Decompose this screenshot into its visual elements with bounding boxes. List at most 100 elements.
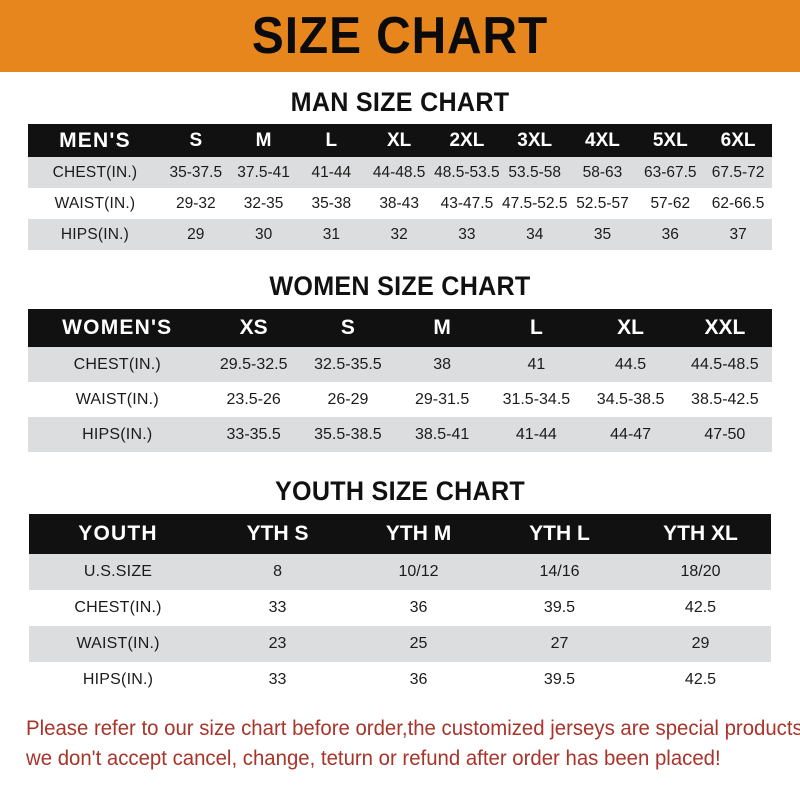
man-cell: 44-48.5 xyxy=(372,163,426,181)
women-row-label: HIPS(IN.) xyxy=(82,425,153,443)
youth-table-head: YOUTH YTH S YTH M YTH L YTH XL xyxy=(29,514,771,554)
man-cell: 63-67.5 xyxy=(643,163,697,181)
table-row: HIPS(IN.) 33 36 39.5 42.5 xyxy=(29,662,771,698)
man-cell: 67.5-72 xyxy=(711,163,765,181)
youth-cell: 23 xyxy=(268,635,287,652)
man-header-label: MEN'S xyxy=(59,128,131,152)
man-header-size: S xyxy=(189,129,203,151)
youth-header-size: YTH XL xyxy=(663,522,738,545)
man-header-size: 6XL xyxy=(720,129,756,151)
youth-header-row: YOUTH YTH S YTH M YTH L YTH XL xyxy=(29,514,771,554)
women-cell: 32.5-35.5 xyxy=(314,355,382,373)
women-cell: 23.5-26 xyxy=(226,390,281,408)
women-cell: 31.5-34.5 xyxy=(502,390,571,408)
youth-cell: 42.5 xyxy=(684,671,717,688)
women-header-size: XS xyxy=(239,316,268,339)
women-header-label: WOMEN'S xyxy=(62,316,173,339)
man-cell: 37 xyxy=(729,225,747,243)
man-row-label: CHEST(IN.) xyxy=(52,163,138,181)
man-cell: 38-43 xyxy=(379,194,419,212)
women-header-size: S xyxy=(340,316,355,339)
man-cell: 32 xyxy=(390,225,408,243)
man-table-head: MEN'S S M L XL 2XL 3XL 4XL 5XL 6XL xyxy=(28,124,772,157)
man-header-size: L xyxy=(325,129,338,151)
man-cell: 47.5-52.5 xyxy=(501,194,568,212)
women-header-size: XXL xyxy=(704,316,746,339)
youth-size-table: YOUTH YTH S YTH M YTH L YTH XL U.S.SIZE 8 10/1… xyxy=(29,514,771,698)
youth-row-label: U.S.SIZE xyxy=(83,563,153,580)
women-cell: 33-35.5 xyxy=(226,425,281,443)
youth-table-wrap: YOUTH YTH S YTH M YTH L YTH XL U.S.SIZE 8 10/1… xyxy=(29,514,771,698)
man-header-size: M xyxy=(255,129,272,151)
youth-cell: 29 xyxy=(691,635,710,652)
man-cell: 31 xyxy=(322,225,340,243)
women-cell: 44.5-48.5 xyxy=(691,355,759,373)
women-cell: 29-31.5 xyxy=(415,390,470,408)
youth-cell: 18/20 xyxy=(680,563,721,580)
table-row: WAIST(IN.) 23.5-26 26-29 29-31.5 31.5-34.5 34… xyxy=(28,382,772,417)
women-cell: 38 xyxy=(433,355,452,373)
women-cell: 41-44 xyxy=(515,425,557,443)
women-cell: 44-47 xyxy=(610,425,652,443)
man-cell: 58-63 xyxy=(582,163,623,181)
youth-cell: 8 xyxy=(273,563,283,580)
youth-cell: 33 xyxy=(268,599,287,616)
man-cell: 52.5-57 xyxy=(576,194,629,212)
man-cell: 36 xyxy=(661,225,679,243)
man-table-body: CHEST(IN.) 35-37.5 37.5-41 41-44 44-48.5 48.5… xyxy=(28,157,772,250)
man-cell: 30 xyxy=(254,225,273,243)
table-row: HIPS(IN.) 33-35.5 35.5-38.5 38.5-41 41-44 44-… xyxy=(28,417,772,452)
women-cell: 35.5-38.5 xyxy=(314,425,382,443)
footer-line-2: we don't accept cancel, change, teturn o… xyxy=(26,747,721,770)
man-cell: 53.5-58 xyxy=(508,163,561,181)
youth-row-label: WAIST(IN.) xyxy=(76,635,160,652)
women-cell: 26-29 xyxy=(327,390,369,408)
man-table-wrap: MEN'S S M L XL 2XL 3XL 4XL 5XL 6XL CHEST(IN.) 35-3… xyxy=(28,124,772,250)
man-size-table: MEN'S S M L XL 2XL 3XL 4XL 5XL 6XL CHEST(IN.) 35-3… xyxy=(28,124,772,250)
man-cell: 35-38 xyxy=(311,194,352,212)
man-header-size: 2XL xyxy=(449,129,485,151)
man-header-size: XL xyxy=(387,129,412,151)
youth-table-body: U.S.SIZE 8 10/12 14/16 18/20 CHEST(IN.) 33 36 39… xyxy=(29,554,771,698)
women-size-section: WOMEN SIZE CHART WOMEN'S XS S M L XL XXL CHEST… xyxy=(0,273,800,452)
man-row-label: WAIST(IN.) xyxy=(54,194,136,212)
youth-cell: 10/12 xyxy=(398,563,439,580)
youth-cell: 27 xyxy=(550,635,569,652)
youth-cell: 25 xyxy=(409,635,428,652)
man-section-title: MAN SIZE CHART xyxy=(290,87,510,117)
youth-cell: 33 xyxy=(268,671,287,688)
table-row: CHEST(IN.) 29.5-32.5 32.5-35.5 38 41 44.5 44.5… xyxy=(28,347,772,382)
table-row: CHEST(IN.) 33 36 39.5 42.5 xyxy=(29,590,771,626)
man-cell: 43-47.5 xyxy=(440,194,494,212)
footer-disclaimer: Please refer to our size chart before or… xyxy=(0,714,800,774)
women-cell: 29.5-32.5 xyxy=(219,355,288,373)
youth-header-size: YTH L xyxy=(529,522,590,545)
man-cell: 35 xyxy=(593,225,612,243)
youth-cell: 39.5 xyxy=(543,671,576,688)
women-cell: 38.5-42.5 xyxy=(691,390,759,408)
table-row: HIPS(IN.) 29 30 31 32 33 34 35 36 37 xyxy=(28,219,772,250)
youth-cell: 36 xyxy=(409,671,428,688)
women-cell: 47-50 xyxy=(704,425,746,443)
women-cell: 44.5 xyxy=(615,355,647,373)
man-header-row: MEN'S S M L XL 2XL 3XL 4XL 5XL 6XL xyxy=(28,124,772,157)
man-cell: 33 xyxy=(458,225,476,243)
man-cell: 48.5-53.5 xyxy=(434,163,500,181)
women-row-label: CHEST(IN.) xyxy=(73,355,161,373)
women-table-body: CHEST(IN.) 29.5-32.5 32.5-35.5 38 41 44.5 44.5… xyxy=(28,347,772,452)
women-row-label: WAIST(IN.) xyxy=(75,390,159,408)
man-cell: 29 xyxy=(187,225,205,243)
youth-cell: 42.5 xyxy=(684,599,717,616)
youth-cell: 14/16 xyxy=(539,563,580,580)
women-cell: 34.5-38.5 xyxy=(596,390,665,408)
man-cell: 62-66.5 xyxy=(711,194,765,212)
man-cell: 41-44 xyxy=(311,163,352,181)
man-header-size: 4XL xyxy=(585,129,620,151)
youth-header-label: YOUTH xyxy=(78,522,158,545)
youth-size-section: YOUTH SIZE CHART YOUTH YTH S YTH M YTH L YTH… xyxy=(0,478,800,698)
women-header-size: M xyxy=(433,316,451,339)
page-title: SIZE CHART xyxy=(251,7,549,65)
man-header-size: 5XL xyxy=(652,129,688,151)
women-header-size: XL xyxy=(617,316,645,339)
